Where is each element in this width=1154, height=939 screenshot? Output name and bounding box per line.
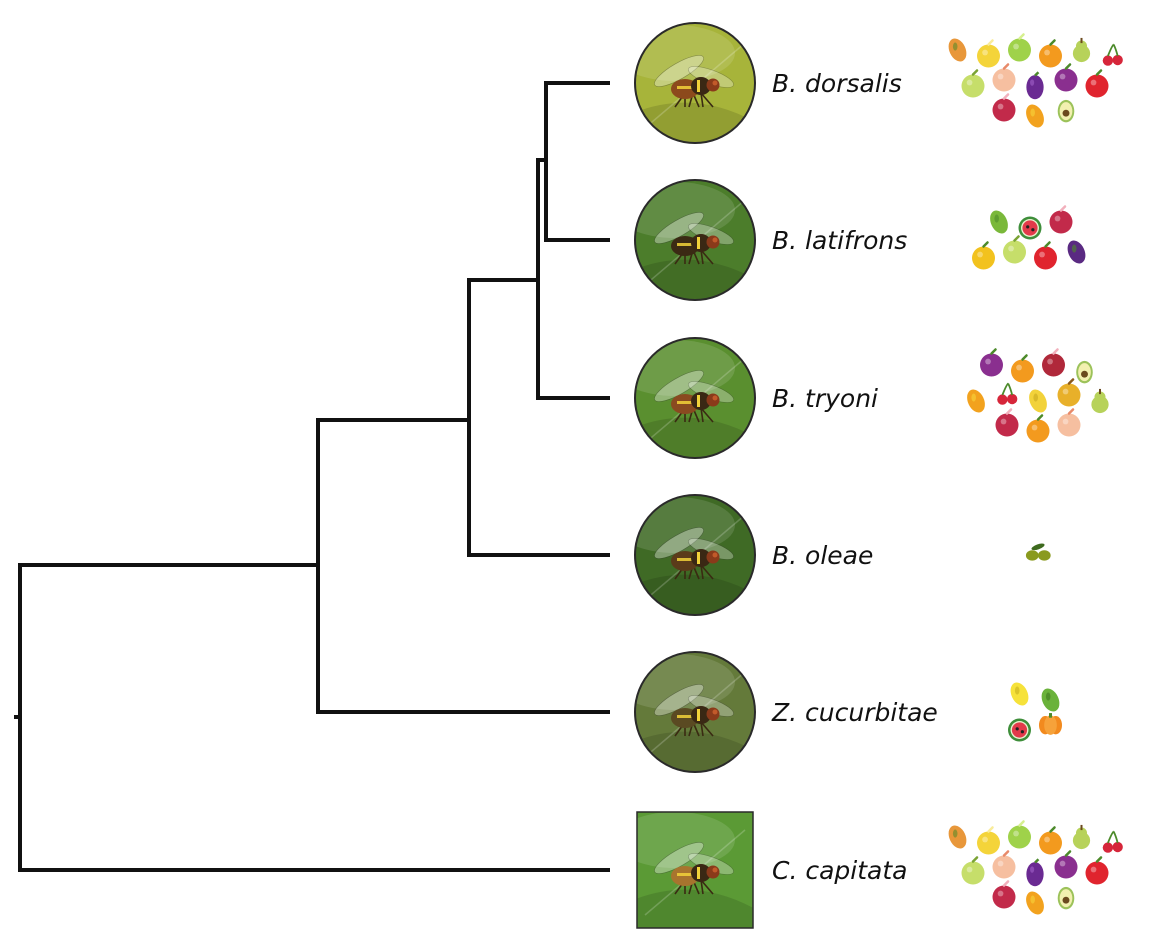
fly-icon [654,527,734,580]
peach-icon [992,850,1016,879]
olive-icon [1025,543,1051,561]
phylogenetic-tree [14,81,610,872]
species-tips: B. dorsalis B. latifrons B. tryoni B. oleae… [634,22,1123,929]
fly-icon [654,55,734,108]
species-label-latifrons: B. latifrons [772,226,907,255]
plum-icon [1054,850,1078,879]
peach-icon [992,63,1016,92]
host-plants-oleae [1025,543,1051,561]
species-label-tryoni: B. tryoni [772,384,878,413]
guava-icon [961,69,985,98]
species-label-capitata: C. capitata [772,856,907,885]
species-label-dorsalis: B. dorsalis [772,69,902,98]
tip-capitata: C. capitata [636,811,1123,929]
tip-tryoni: B. tryoni [634,337,1109,459]
grape-icon [1026,71,1044,100]
tomato-icon [1034,241,1057,270]
photo-cucurbitae [634,651,756,773]
avocado-icon [1057,99,1075,123]
pomegranate-icon [992,93,1016,122]
bell-pepper-icon [972,241,995,270]
kiwi-icon [1057,378,1081,407]
lemon-icon [977,39,1000,68]
orange-icon [1011,354,1034,383]
lime-icon [1008,33,1031,62]
tip-cucurbitae: Z. cucurbitae [634,651,1063,773]
papaya-icon [948,825,967,849]
papaya-icon [948,38,967,62]
orange-icon [1039,39,1062,68]
guava-icon [1003,235,1026,264]
host-plants-latifrons [972,205,1086,270]
species-label-cucurbitae: Z. cucurbitae [771,698,938,727]
mango-icon [1026,104,1044,128]
mango-icon [1026,891,1044,915]
cucumber-icon [1041,688,1060,712]
cherry-icon [997,382,1018,405]
melon-slice-icon [1010,682,1029,706]
fly-icon [654,212,734,265]
orange-icon [1039,826,1062,855]
pumpkin-icon [1039,713,1063,735]
eggplant-icon [1067,240,1086,264]
fly-icon [654,370,734,423]
photo-dorsalis [634,22,756,144]
cherry-icon [1102,43,1123,66]
tip-dorsalis: B. dorsalis [634,22,1123,144]
starfruit-icon [1029,389,1047,413]
host-plants-cucurbitae [1008,682,1063,742]
plum-icon [980,348,1003,377]
avocado-icon [1076,360,1093,384]
pear-icon [1072,824,1091,850]
pear-icon [1072,37,1091,63]
pear-icon [1091,388,1109,414]
pomegranate-icon [1049,205,1073,234]
host-plants-capitata [948,820,1123,915]
photo-capitata [636,811,754,929]
guava-icon [961,856,985,885]
mango-icon [967,389,985,413]
fig-icon [1042,348,1065,377]
apple-icon [1085,69,1109,98]
avocado-icon [1057,886,1075,910]
cherry-icon [1102,830,1123,853]
tip-oleae: B. oleae [634,494,1051,616]
photo-oleae [634,494,756,616]
grape-icon [1026,858,1044,887]
lemon-icon [977,826,1000,855]
tip-latifrons: B. latifrons [634,179,1086,301]
pomegranate-icon [992,880,1016,909]
peach-icon [1057,408,1081,437]
lime-icon [1008,820,1031,849]
apple-icon [1085,856,1109,885]
orange-icon [1026,414,1050,443]
plum-icon [1054,63,1078,92]
fly-icon [654,842,734,895]
host-plants-dorsalis [948,33,1123,128]
fly-icon [654,684,734,737]
watermelon-icon [1008,718,1031,742]
watermelon-icon [1018,216,1042,240]
host-plants-tryoni [967,348,1109,443]
photo-tryoni [634,337,756,459]
pepper-icon [990,210,1008,234]
photo-latifrons [634,179,756,301]
species-label-oleae: B. oleae [772,541,873,570]
pomegranate-icon [995,408,1019,437]
